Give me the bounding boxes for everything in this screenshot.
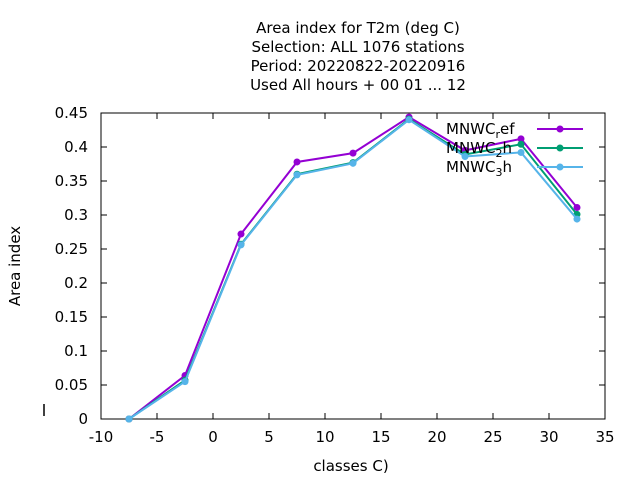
x-tick-label: 20 <box>427 428 446 446</box>
x-tick-label: 30 <box>539 428 558 446</box>
legend-marker <box>556 163 564 171</box>
y-tick-label: 0.15 <box>55 308 88 326</box>
x-tick-label: -5 <box>150 428 165 446</box>
y-tick-label: 0.25 <box>55 240 88 258</box>
y-tick-label: 0.2 <box>64 274 88 292</box>
y-tick-label: 0.35 <box>55 172 88 190</box>
legend-sub: r <box>495 128 500 141</box>
axis-ticks: -10 -5 0 5 10 15 20 25 30 35 0 0.05 0.1 0.15 0.2 0.25 0.… <box>55 104 615 446</box>
data-point <box>517 135 525 143</box>
legend-label: MNWCref <box>446 120 515 141</box>
chart-title: Area index for T2m (deg C)Selection: ALL… <box>250 19 466 94</box>
x-tick-label: 0 <box>208 428 218 446</box>
legend-marker <box>556 125 564 133</box>
data-point <box>405 116 413 124</box>
data-point <box>349 159 357 167</box>
y-tick-label: 0.4 <box>64 138 88 156</box>
title-line: Used All hours + 00 01 ... 12 <box>250 76 466 94</box>
legend-rest: h <box>502 139 512 157</box>
legend-label: MNWC2h <box>446 139 512 160</box>
y-tick-label: 0.05 <box>55 376 88 394</box>
x-tick-label: 25 <box>483 428 502 446</box>
legend-rest: h <box>502 158 512 176</box>
legend-sub: 2 <box>495 147 502 160</box>
y-tick-label: 0.3 <box>64 206 88 224</box>
legend-rest: ef <box>500 120 515 138</box>
y-axis-label: Area index <box>6 226 24 306</box>
legend-label: MNWC3h <box>446 158 512 179</box>
data-point <box>517 148 525 156</box>
x-tick-label: 10 <box>315 428 334 446</box>
legend-base: MNWC <box>446 139 495 157</box>
legend-sub: 3 <box>495 166 502 179</box>
data-point <box>349 149 357 157</box>
data-point <box>237 241 245 249</box>
x-axis-label: classes C) <box>313 457 388 475</box>
data-point <box>293 171 301 179</box>
y-tick-label: 0 <box>78 410 88 428</box>
legend-marker <box>556 144 564 152</box>
x-tick-label: -10 <box>89 428 114 446</box>
data-point <box>573 215 581 223</box>
plot-area-border <box>100 112 606 420</box>
data-point <box>125 415 133 423</box>
series-group <box>125 113 581 423</box>
data-point <box>181 378 189 386</box>
y-tick-label: 0.1 <box>64 342 88 360</box>
legend-base: MNWC <box>446 158 495 176</box>
x-tick-label: 5 <box>264 428 274 446</box>
legend-base: MNWC <box>446 120 495 138</box>
data-point <box>573 204 581 212</box>
data-point <box>237 230 245 238</box>
title-line: Area index for T2m (deg C) <box>256 19 460 37</box>
title-line: Selection: ALL 1076 stations <box>251 38 464 56</box>
series-MNWC_ref <box>125 113 581 423</box>
x-tick-label: 15 <box>371 428 390 446</box>
data-point <box>517 140 525 148</box>
data-point <box>461 153 469 161</box>
data-point <box>293 158 301 166</box>
x-tick-label: 35 <box>595 428 614 446</box>
y-tick-label: 0.45 <box>55 104 88 122</box>
series-MNWC_3h <box>125 116 581 423</box>
title-line: Period: 20220822-20220916 <box>251 57 466 75</box>
